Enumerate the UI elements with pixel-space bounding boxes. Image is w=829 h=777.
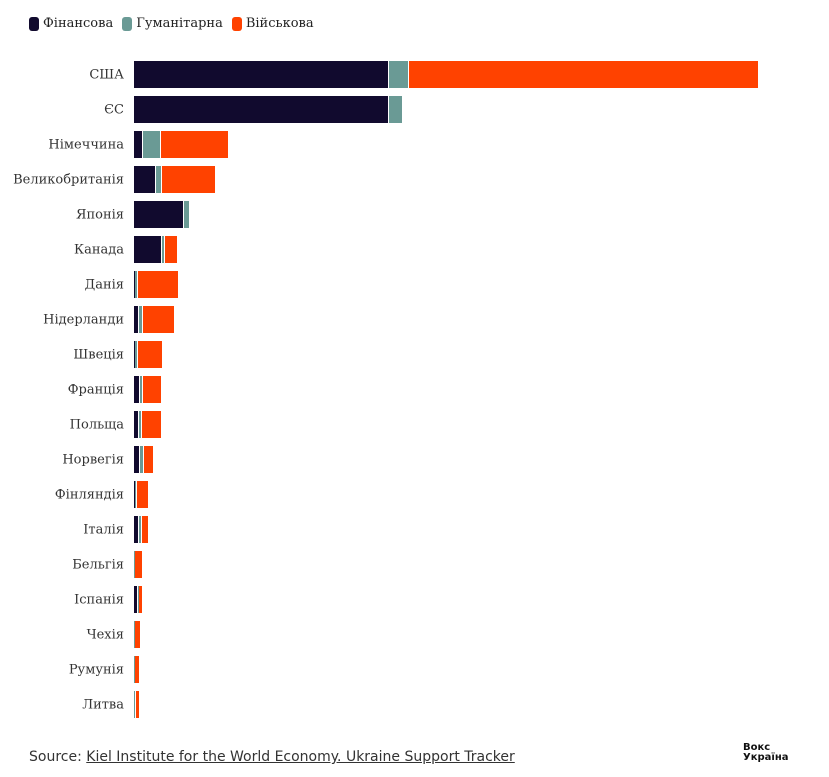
category-label: Франція [68,383,124,398]
legend: Фінансова Гуманітарна Військова [29,16,318,31]
bar-segment-military [138,341,162,368]
category-label: Німеччина [48,138,124,153]
category-label: Чехія [87,628,124,643]
category-label: Італія [83,523,124,538]
category-label: Швеція [73,348,124,363]
bar-segment-military [161,131,228,158]
bar-segment-humanitarian [134,551,135,578]
bar-segment-military [135,551,142,578]
bar-segment-financial [134,586,137,613]
legend-swatch-financial [29,16,39,31]
legend-swatch-humanitarian [122,16,133,31]
category-label: Данія [85,278,124,293]
bar-segment-humanitarian [135,341,137,368]
category-label: Великобританія [13,173,124,188]
category-label: Фінляндія [55,488,124,503]
bar-segment-humanitarian [134,656,135,683]
category-label: Японія [76,208,124,223]
bar-segment-humanitarian [389,96,402,123]
bar-segment-humanitarian [140,376,142,403]
legend-label-military: Військова [245,16,314,31]
category-label: Іспанія [74,593,124,608]
bar-segment-military [409,61,758,88]
bar-segment-financial [134,481,135,508]
bar-plot: США ЄС Німеччина Великобританія Японія Канада… [13,61,758,718]
legend-item-financial: Фінансова [29,16,113,31]
legend-label-financial: Фінансова [43,16,114,31]
bar-segment-financial [134,271,135,298]
bar-segment-humanitarian [139,411,141,438]
category-label: Польща [70,418,125,433]
bar-segment-military [143,376,161,403]
bar-segment-military [135,621,140,648]
category-label: Канада [74,243,124,258]
logo-line-2: Україна [743,752,789,763]
bar-segment-military [162,166,215,193]
legend-item-humanitarian: Гуманітарна [122,16,223,31]
bar-segment-humanitarian [389,61,408,88]
source-note: Source: Kiel Institute for the World Eco… [29,749,515,765]
category-label: Литва [82,698,124,713]
bar-segment-military [143,306,174,333]
bar-segment-military [142,411,161,438]
source-prefix: Source: [29,749,87,765]
bar-segment-humanitarian [156,166,161,193]
legend-label-humanitarian: Гуманітарна [136,16,223,31]
bar-segment-military [138,271,178,298]
bar-segment-military [135,656,139,683]
bar-segment-humanitarian [134,691,135,718]
bar-segment-financial [134,61,388,88]
bar-segment-financial [134,306,138,333]
bar-segment-military [139,586,142,613]
bar-segment-humanitarian [162,236,164,263]
bar-segment-military [137,481,148,508]
bar-segment-financial [134,201,183,228]
bar-segment-military [165,236,177,263]
bar-segment-financial [134,376,139,403]
bar-segment-humanitarian [143,131,160,158]
category-label: Бельгія [72,558,124,573]
logo-line-1: Вокс [743,742,771,753]
bar-segment-financial [134,411,138,438]
bar-segment-humanitarian [140,446,143,473]
bar-segment-financial [134,516,138,543]
legend-swatch-military [231,16,242,31]
bar-segment-humanitarian [134,621,135,648]
bar-segment-military [144,446,153,473]
category-label: Румунія [69,663,124,678]
bar-segment-financial [134,341,135,368]
legend-item-military: Військова [231,16,314,31]
bar-segment-financial [134,446,139,473]
bar-segment-financial [134,166,155,193]
bar-segment-military [136,691,139,718]
bar-segment-humanitarian [138,586,139,613]
bar-segment-humanitarian [135,271,137,298]
bar-segment-humanitarian [139,306,142,333]
bar-segment-military [142,516,148,543]
category-label: Норвегія [62,453,124,468]
category-label: США [89,68,124,83]
bar-segment-humanitarian [139,516,141,543]
bar-segment-financial [134,131,142,158]
category-label: Нідерланди [43,313,124,328]
bar-segment-financial [134,96,388,123]
bar-segment-financial [134,236,161,263]
logo: Вокс Україна [743,743,789,763]
source-link[interactable]: Kiel Institute for the World Economy. Uk… [86,749,515,765]
bar-segment-humanitarian [135,481,136,508]
bar-segment-humanitarian [184,201,189,228]
category-label: ЄС [104,103,124,118]
